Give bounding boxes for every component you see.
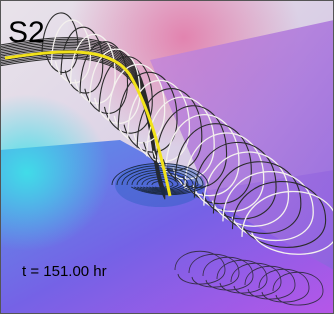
- time-label: t = 151.00 hr: [22, 263, 107, 280]
- panel-label: S2: [8, 16, 45, 49]
- visualization: S2 t = 151.00 hr: [0, 0, 334, 314]
- visualization-canvas: S2 t = 151.00 hr: [0, 0, 334, 314]
